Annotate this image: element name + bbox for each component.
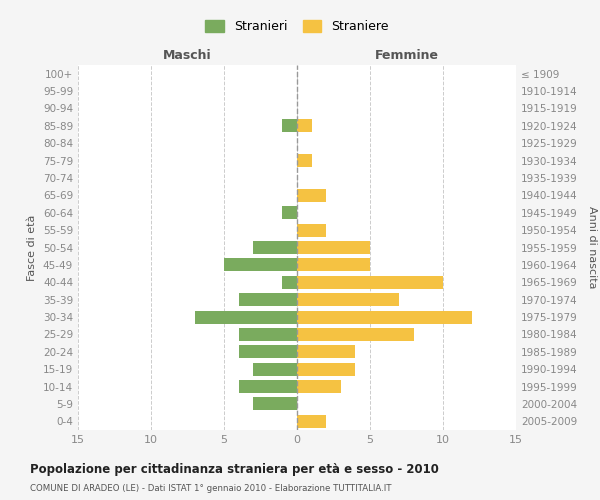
Bar (224, 258, 297, 272)
Bar (297, 241, 370, 254)
Bar (297, 380, 341, 393)
Text: Popolazione per cittadinanza straniera per età e sesso - 2010: Popolazione per cittadinanza straniera p… (30, 462, 439, 475)
Bar (297, 293, 399, 306)
Bar (297, 310, 472, 324)
Text: Femmine: Femmine (374, 50, 439, 62)
Bar (195, 310, 297, 324)
Bar (297, 415, 326, 428)
Bar (253, 362, 297, 376)
Bar (297, 189, 326, 202)
Text: COMUNE DI ARADEO (LE) - Dati ISTAT 1° gennaio 2010 - Elaborazione TUTTITALIA.IT: COMUNE DI ARADEO (LE) - Dati ISTAT 1° ge… (30, 484, 392, 493)
Legend: Stranieri, Straniere: Stranieri, Straniere (202, 16, 392, 37)
Bar (283, 120, 297, 132)
Bar (297, 346, 355, 358)
Bar (297, 224, 326, 236)
Y-axis label: Fasce di età: Fasce di età (28, 214, 37, 280)
Bar (297, 328, 414, 341)
Text: Maschi: Maschi (163, 50, 212, 62)
Bar (239, 380, 297, 393)
Y-axis label: Anni di nascita: Anni di nascita (587, 206, 597, 289)
Bar (297, 154, 311, 167)
Bar (297, 258, 370, 272)
Bar (297, 362, 355, 376)
Bar (297, 276, 443, 289)
Bar (297, 120, 311, 132)
Bar (283, 276, 297, 289)
Bar (283, 206, 297, 220)
Bar (239, 346, 297, 358)
Bar (239, 293, 297, 306)
Bar (253, 398, 297, 410)
Bar (239, 328, 297, 341)
Bar (253, 241, 297, 254)
